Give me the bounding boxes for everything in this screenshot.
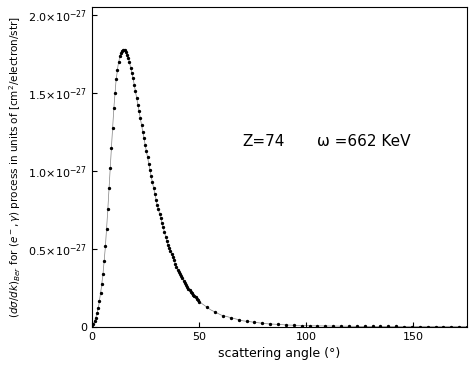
Text: ω =662 KeV: ω =662 KeV — [317, 134, 410, 149]
Text: Z=74: Z=74 — [242, 134, 284, 149]
X-axis label: scattering angle (°): scattering angle (°) — [219, 347, 341, 360]
Y-axis label: $(d\sigma /dk)_{Ber}$ for $(e^-,\gamma)$ process in units of [cm$^2$/electron/st: $(d\sigma /dk)_{Ber}$ for $(e^-,\gamma)$… — [7, 16, 23, 318]
